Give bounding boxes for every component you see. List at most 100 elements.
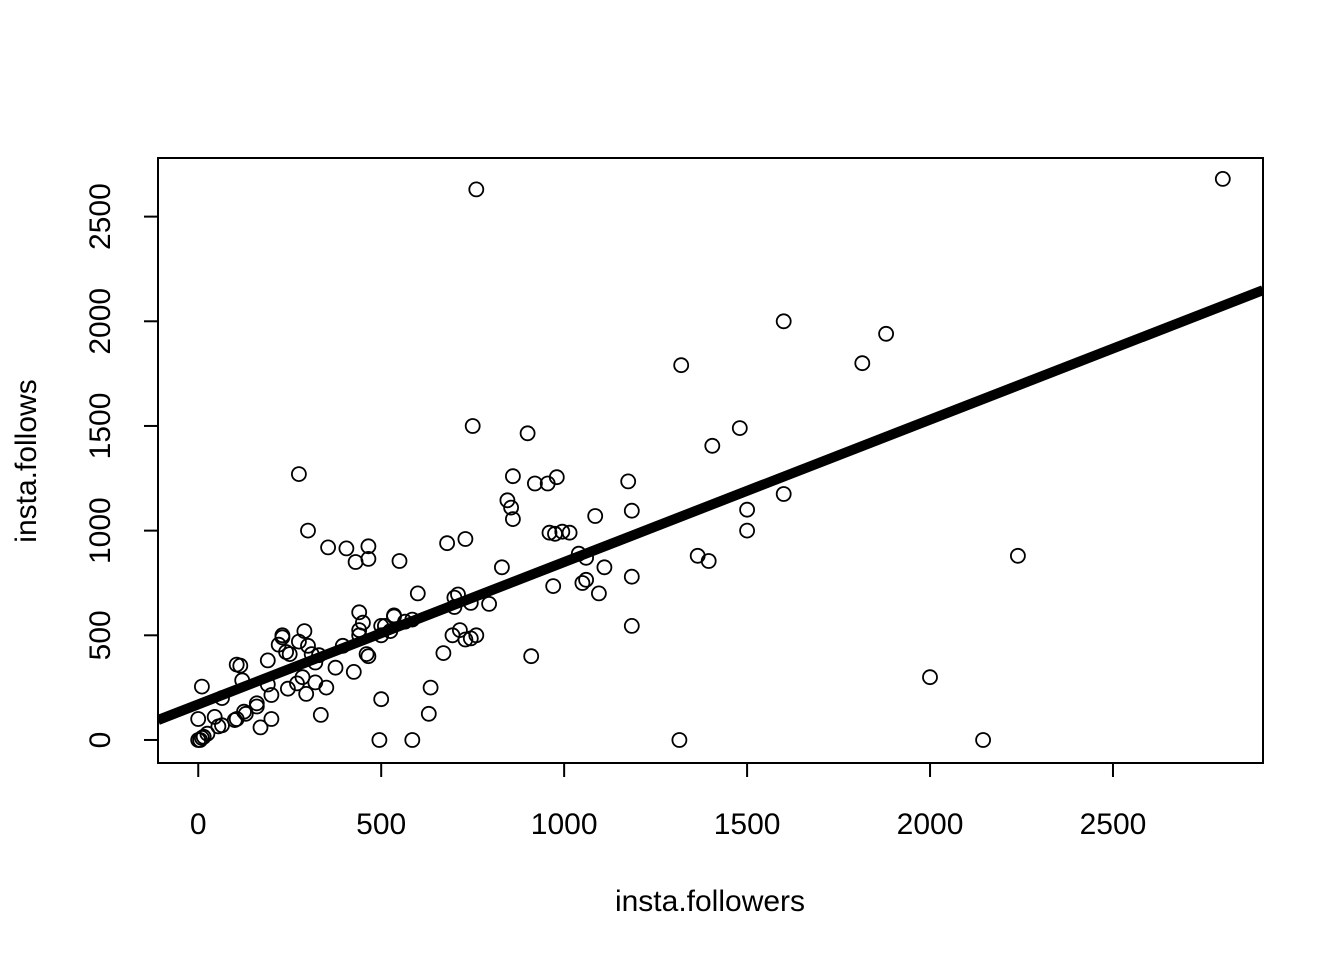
data-point	[596, 559, 613, 576]
data-point	[259, 652, 276, 669]
data-point	[574, 575, 591, 591]
y-axis-label: insta.follows	[10, 379, 43, 542]
data-point	[481, 596, 498, 612]
y-axis: 0 500 1000 1500 2000 2500	[84, 183, 159, 748]
data-point	[345, 664, 362, 680]
data-point	[587, 508, 604, 524]
data-point	[422, 679, 439, 696]
data-point	[248, 695, 265, 712]
data-point	[360, 648, 377, 665]
data-point	[439, 535, 456, 552]
data-point	[300, 522, 316, 539]
data-point	[527, 475, 543, 492]
data-point	[523, 648, 540, 665]
y-tick-label: 1000	[84, 497, 117, 564]
data-point	[854, 355, 871, 372]
data-point	[263, 711, 280, 727]
data-point	[462, 630, 479, 647]
data-point	[193, 678, 210, 695]
data-point	[704, 437, 721, 454]
regression-line	[158, 285, 1263, 725]
data-point	[300, 637, 316, 654]
data-point	[878, 325, 894, 342]
data-point	[554, 523, 571, 540]
data-point	[1010, 547, 1026, 564]
y-tick-label: 2500	[84, 183, 117, 250]
plot-area-frame	[157, 157, 1264, 764]
data-point	[338, 540, 355, 557]
data-point	[457, 631, 474, 648]
x-tick-label: 1500	[714, 808, 781, 841]
data-point	[922, 669, 938, 686]
y-tick-label: 500	[84, 610, 117, 660]
data-point	[623, 568, 640, 585]
data-point	[539, 475, 556, 492]
data-point	[775, 313, 792, 330]
data-point	[731, 420, 748, 437]
data-point	[519, 425, 536, 442]
data-point	[281, 646, 298, 662]
data-point	[289, 675, 305, 692]
data-point	[360, 538, 377, 555]
data-point	[464, 418, 481, 434]
data-point	[435, 645, 452, 661]
data-point	[320, 539, 337, 556]
data-point	[1214, 170, 1231, 187]
data-point	[545, 578, 562, 594]
data-point	[499, 492, 516, 509]
data-point	[503, 499, 520, 516]
data-point	[298, 686, 315, 702]
regression-line-group	[158, 285, 1263, 725]
data-point	[192, 732, 209, 748]
data-point	[391, 553, 408, 569]
data-point	[206, 709, 223, 725]
x-axis-label: insta.followers	[615, 885, 805, 918]
data-point	[457, 531, 474, 547]
data-point	[263, 687, 280, 703]
data-point	[620, 473, 637, 490]
data-point	[190, 711, 207, 727]
data-point	[371, 732, 388, 748]
data-point	[214, 717, 230, 734]
data-point	[360, 551, 377, 567]
data-point	[591, 585, 607, 602]
data-point	[561, 524, 578, 541]
data-point	[351, 604, 368, 621]
data-points	[190, 170, 1231, 748]
data-point	[274, 629, 291, 646]
x-tick-label: 2000	[897, 808, 964, 841]
data-point	[290, 466, 307, 483]
data-point	[373, 691, 390, 708]
data-point	[327, 659, 344, 676]
y-tick-label: 1500	[84, 393, 117, 460]
data-point	[739, 522, 755, 539]
data-point	[505, 468, 521, 485]
data-point	[278, 644, 295, 660]
data-point	[409, 585, 426, 602]
data-point	[623, 618, 640, 634]
data-point	[404, 732, 421, 748]
data-point	[505, 511, 521, 527]
x-axis: 0 500 1000 1500 2000 2500	[190, 762, 1147, 841]
data-point	[312, 707, 329, 723]
data-point	[347, 554, 364, 570]
data-point	[671, 732, 688, 748]
x-tick-label: 2500	[1080, 808, 1147, 841]
x-tick-label: 1000	[531, 808, 598, 841]
data-point	[700, 553, 717, 569]
data-point	[318, 679, 335, 696]
data-point	[468, 181, 485, 198]
data-point	[739, 501, 755, 518]
data-point	[420, 705, 437, 722]
data-point	[623, 502, 640, 519]
data-point	[279, 680, 296, 697]
x-tick-label: 500	[356, 808, 406, 841]
x-tick-label: 0	[190, 808, 207, 841]
y-tick-label: 2000	[84, 288, 117, 355]
data-point	[975, 732, 991, 748]
data-point	[578, 571, 594, 588]
data-point	[228, 711, 245, 727]
data-point	[252, 719, 269, 736]
data-point	[673, 357, 690, 374]
data-point	[358, 646, 375, 662]
